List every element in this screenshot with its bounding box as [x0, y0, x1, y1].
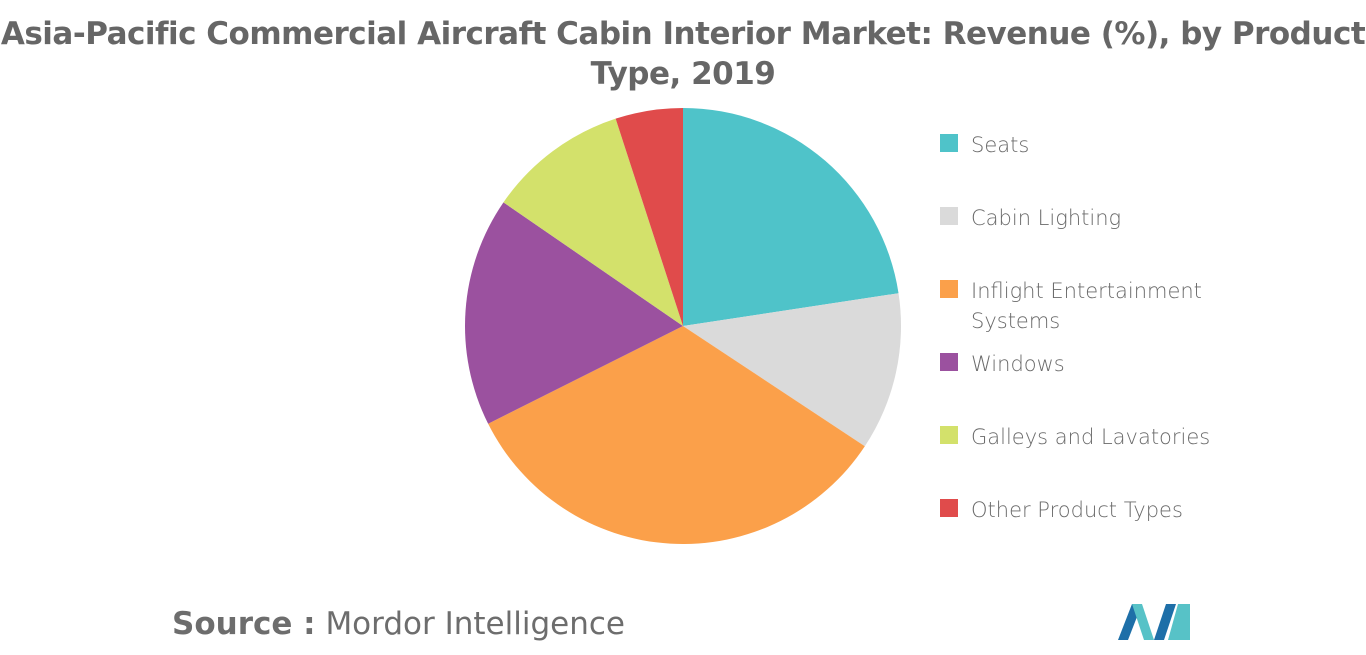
legend-item: Windows: [940, 349, 1211, 379]
pie-chart: [464, 108, 902, 545]
pie-slice-galleys-and-lavatories: [503, 118, 683, 326]
legend-item: Seats: [940, 130, 1211, 160]
source-label: Source :: [172, 606, 316, 642]
legend-swatch: [940, 426, 958, 444]
legend-swatch: [940, 499, 958, 517]
mordor-intelligence-logo-icon: [1118, 604, 1190, 640]
source-text: Mordor Intelligence: [325, 606, 625, 642]
legend-label: Inflight Entertainment Systems: [971, 279, 1202, 333]
legend-swatch: [940, 353, 958, 371]
legend-item: Inflight Entertainment Systems: [940, 276, 1211, 336]
pie-slice-other-product-types: [615, 108, 683, 326]
pie-slice-windows: [464, 202, 683, 424]
source-note: Source : Mordor Intelligence: [172, 606, 625, 642]
pie-slice-cabin-lighting: [683, 293, 902, 447]
legend-item: Cabin Lighting: [940, 203, 1211, 233]
pie-slice-seats: [683, 108, 899, 326]
legend-label: Seats: [971, 133, 1030, 157]
legend-label: Windows: [971, 352, 1065, 376]
legend-swatch: [940, 280, 958, 298]
legend-item: Galleys and Lavatories: [940, 422, 1211, 452]
chart-title: Asia-Pacific Commercial Aircraft Cabin I…: [0, 16, 1366, 92]
legend-label: Other Product Types: [971, 498, 1183, 522]
legend-item: Other Product Types: [940, 495, 1211, 525]
legend-label: Cabin Lighting: [971, 206, 1122, 230]
pie-slice-inflight-entertainment-systems: [488, 326, 865, 545]
legend-swatch: [940, 134, 958, 152]
legend-label: Galleys and Lavatories: [971, 425, 1211, 449]
legend-swatch: [940, 207, 958, 225]
